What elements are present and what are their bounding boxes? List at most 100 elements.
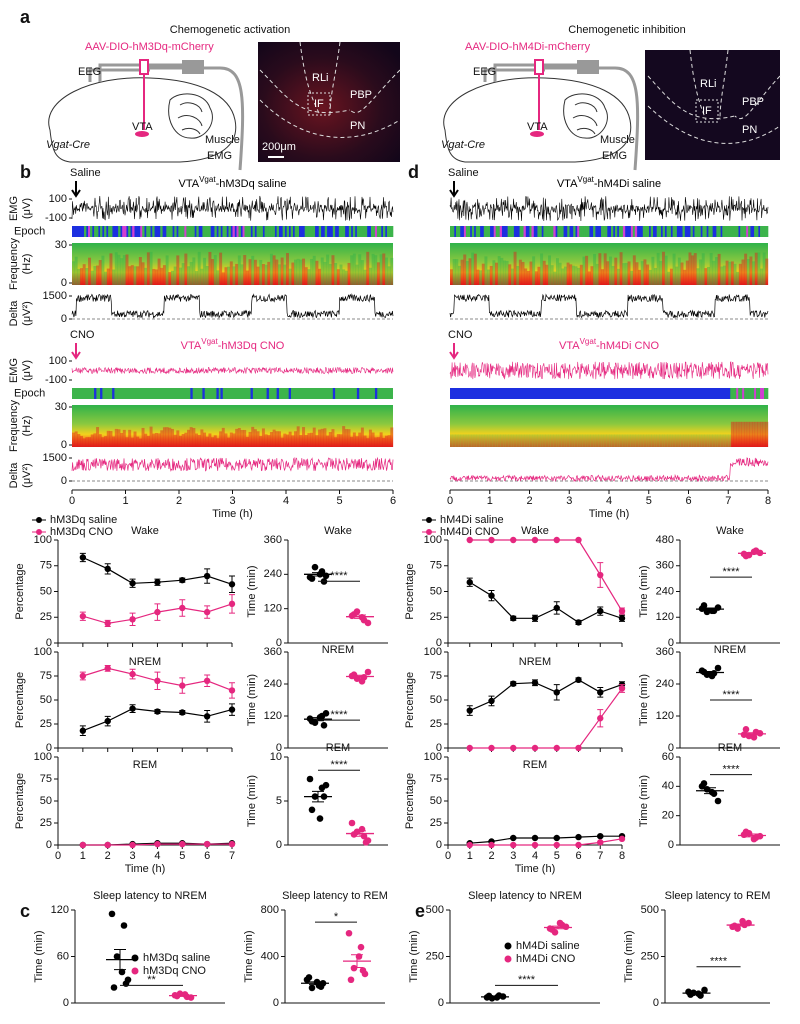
epoch-segment: [382, 226, 386, 237]
epoch-segment: [84, 226, 87, 237]
series-line: [469, 835, 622, 844]
emg-trace: [71, 195, 394, 221]
spectrogram-streak: [715, 257, 718, 285]
epoch-segment: [549, 226, 552, 237]
epoch-segment: [170, 226, 173, 237]
y-axis-label: Time (min): [243, 930, 255, 982]
spectrogram-streak: [646, 264, 650, 285]
epoch-segment: [118, 226, 121, 237]
data-point: [179, 682, 186, 689]
data-point: [553, 689, 560, 696]
event-arrow: [449, 181, 459, 198]
epoch-segment: [388, 226, 392, 237]
spectrogram-streak: [146, 252, 150, 285]
spectrogram-streak: [342, 426, 346, 447]
epoch-segment: [180, 226, 183, 237]
spectrogram-streak: [643, 434, 647, 447]
data-point: [488, 697, 495, 705]
spectrogram-streak: [77, 434, 81, 447]
spectrogram-streak: [542, 434, 546, 447]
spectrogram-streak: [390, 427, 394, 447]
epoch-segment: [614, 226, 618, 237]
spectrogram-streak: [463, 254, 467, 285]
spectrogram-streak: [384, 435, 388, 447]
y-axis-label: Percentage: [14, 672, 26, 728]
data-point: [308, 806, 316, 814]
spectrogram-streak: [72, 261, 75, 285]
spectrogram-streak: [760, 421, 763, 447]
spectrogram-streak: [232, 266, 236, 285]
chart-title: Sleep latency to REM: [282, 890, 388, 902]
spectrogram-streak: [563, 434, 567, 447]
significance-label: ****: [722, 689, 740, 701]
data-point: [618, 835, 626, 843]
spectrogram-streak: [318, 268, 322, 285]
epoch-segment: [306, 226, 310, 237]
event-marker: Saline: [448, 167, 479, 179]
spectrogram-streak: [691, 434, 695, 447]
tick-label: -100: [45, 212, 67, 224]
data-point: [742, 726, 750, 733]
spectrogram-streak: [545, 264, 549, 285]
spectrogram-streak: [450, 434, 453, 447]
epoch-segment: [511, 226, 514, 237]
spectrogram-streak: [460, 259, 464, 285]
spectrogram-streak: [669, 268, 673, 285]
epoch-segment: [471, 226, 475, 237]
spectrogram-streak: [264, 434, 268, 447]
spectrogram-streak: [598, 434, 602, 447]
spectrogram-streak: [550, 265, 554, 285]
spectrogram-streak: [320, 428, 324, 447]
row-label: (μV²): [21, 463, 33, 488]
event-marker: CNO: [70, 329, 95, 341]
spectrogram-streak: [730, 421, 734, 447]
y-tick-label: 50: [40, 694, 52, 706]
y-axis-label: Time (min): [623, 930, 635, 982]
epoch-segment: [266, 226, 269, 237]
epoch-segment: [577, 226, 580, 237]
row-label: Epoch: [14, 225, 45, 237]
spectrogram-streak: [457, 265, 461, 285]
spectrogram-streak: [566, 262, 570, 285]
spectrogram-streak: [569, 264, 573, 285]
data-point: [466, 744, 473, 752]
epoch-segment: [622, 226, 626, 237]
spectrogram-streak: [669, 434, 673, 447]
legend-label: hM3Dq saline: [50, 514, 117, 526]
data-point: [466, 579, 473, 586]
epoch-segment: [455, 226, 459, 237]
epoch-segment: [376, 226, 380, 237]
delta-trace: [71, 456, 394, 472]
epoch-segment: [738, 388, 741, 399]
data-point: [228, 840, 236, 848]
spectrogram-streak: [128, 266, 132, 285]
spectrogram-streak: [529, 434, 533, 447]
x-tick-label: 4: [532, 850, 538, 862]
x-tick-label: 8: [619, 850, 625, 862]
significance-label: ****: [330, 709, 348, 721]
data-point: [359, 967, 367, 974]
spectrogram-streak: [304, 267, 308, 285]
spectrogram-streak: [248, 259, 252, 285]
sem-bar: [746, 833, 758, 838]
data-point: [510, 841, 517, 849]
spectrogram-streak: [344, 429, 348, 447]
spectrogram-streak: [744, 253, 748, 285]
spectrogram-streak: [267, 261, 271, 285]
spectrogram-streak: [101, 437, 105, 447]
data-point: [104, 620, 111, 627]
sem-bar: [746, 551, 758, 555]
spectrogram-streak: [339, 434, 343, 447]
panel-label: e: [415, 901, 425, 921]
epoch-segment: [690, 226, 693, 237]
spectrogram-streak: [516, 434, 520, 447]
epoch-segment: [752, 388, 755, 399]
spectrogram-streak: [259, 259, 263, 285]
epoch-segment: [370, 226, 374, 237]
data-point: [466, 707, 473, 714]
spectrogram-streak: [540, 253, 544, 285]
region-label: PBP: [742, 96, 764, 108]
tick-label: -100: [45, 374, 67, 386]
spectrogram-streak: [484, 434, 488, 447]
spectrogram-streak: [601, 434, 604, 447]
